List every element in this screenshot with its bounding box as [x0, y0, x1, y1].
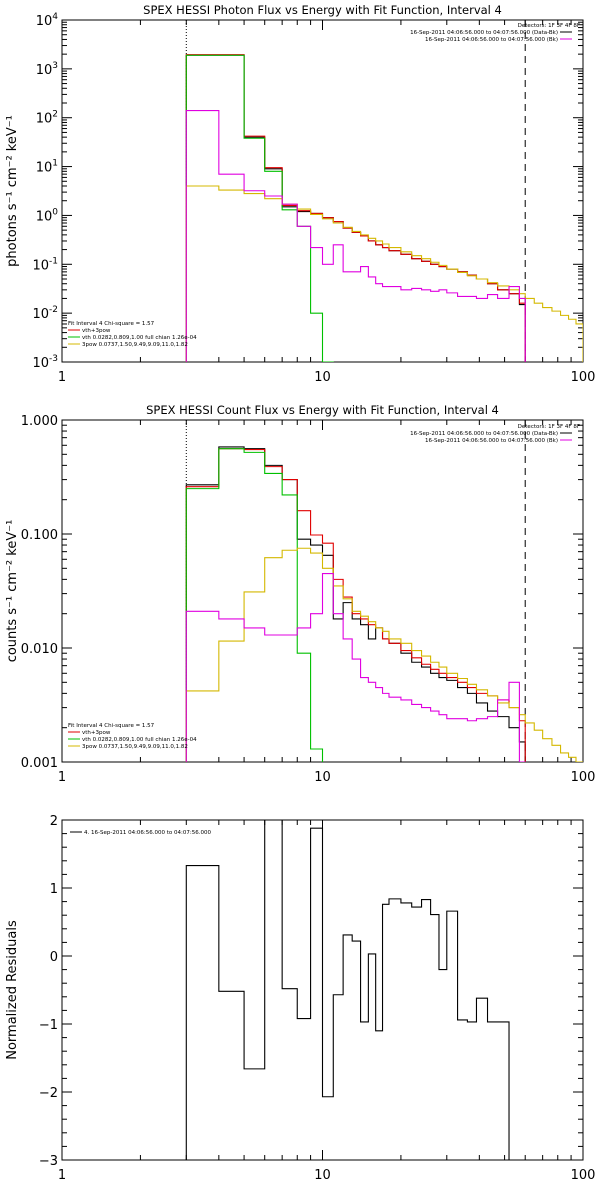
legend-entry-label: 3pow 0.0737,1.50,9.49,9.09,11.0,1.82	[82, 744, 188, 750]
series-line-3	[185, 547, 583, 762]
y-tick-label: 1	[50, 882, 58, 897]
panel-photon-flux: SPEX HESSI Photon Flux vs Energy with Fi…	[5, 3, 595, 385]
legend-entry-label: 16-Sep-2011 04:06:56.000 to 04:07:56.000…	[425, 438, 558, 444]
y-tick-label: 0	[50, 950, 58, 965]
series-line-4	[185, 110, 526, 362]
series-group	[185, 446, 583, 762]
x-tick-label: 1	[58, 1168, 66, 1183]
legend-header: Detectors: 1F 3F 4F 8F	[518, 424, 580, 430]
series-group	[185, 820, 510, 1160]
x-tick-label: 100	[571, 770, 596, 785]
y-tick-label: −1	[39, 1018, 58, 1033]
y-tick-label: 0.100	[21, 528, 58, 543]
y-tick-label: 103	[36, 61, 58, 78]
legend-entry-label: vth+3pow	[82, 730, 111, 736]
legend-header: Fit Interval 4 Chi-square = 1.57	[68, 723, 155, 729]
panel-count-flux: SPEX HESSI Count Flux vs Energy with Fit…	[5, 403, 595, 785]
legend-header: Fit Interval 4 Chi-square = 1.57	[68, 321, 155, 327]
x-tick-label: 10	[314, 370, 331, 385]
y-tick-label: 2	[50, 814, 58, 829]
series-line-2	[185, 54, 334, 362]
y-axis-label: counts s⁻¹ cm⁻² keV⁻¹	[5, 520, 20, 663]
series-line-0	[185, 820, 510, 1160]
legend-top-left: 4. 16-Sep-2011 04:06:56.000 to 04:07:56.…	[70, 830, 211, 836]
legend-entry-label: 4. 16-Sep-2011 04:06:56.000 to 04:07:56.…	[84, 830, 211, 836]
legend-entry-label: 16-Sep-2011 04:06:56.000 to 04:07:56.000…	[410, 30, 558, 36]
y-tick-label: 104	[36, 12, 59, 29]
x-tick-label: 100	[571, 1168, 596, 1183]
y-tick-label: 101	[36, 159, 58, 176]
x-tick-label: 10	[314, 770, 331, 785]
legend-header: Detectors: 1F 3F 4F 8F	[518, 23, 580, 29]
series-line-4	[185, 572, 526, 762]
series-line-0	[185, 446, 526, 762]
y-tick-label: 1.000	[21, 414, 58, 429]
x-tick-label: 100	[571, 370, 596, 385]
series-line-2	[185, 448, 324, 762]
chart-title: SPEX HESSI Photon Flux vs Energy with Fi…	[143, 3, 502, 17]
y-tick-label: 0.001	[21, 756, 58, 771]
series-line-0	[185, 54, 526, 362]
legend-entry-label: vth 0.0282,0.809,1.00 full chian 1.26e-0…	[82, 335, 197, 341]
legend-entry-label: vth 0.0282,0.809,1.00 full chian 1.26e-0…	[82, 737, 197, 743]
series-group	[185, 54, 583, 362]
series-line-3	[185, 185, 583, 362]
y-tick-label: 102	[36, 110, 58, 127]
x-tick-label: 1	[58, 770, 66, 785]
y-axis-label: Normalized Residuals	[5, 920, 20, 1060]
series-line-1	[185, 448, 526, 762]
legend-entry-label: vth+3pow	[82, 328, 111, 334]
legend-bottom-left: Fit Interval 4 Chi-square = 1.57vth+3pow…	[68, 321, 197, 348]
x-tick-label: 1	[58, 370, 66, 385]
plot-frame	[61, 19, 584, 363]
y-tick-label: 10-3	[32, 354, 58, 371]
legend-entry-label: 16-Sep-2011 04:06:56.000 to 04:07:56.000…	[410, 431, 558, 437]
y-axis-label: photons s⁻¹ cm⁻² keV⁻¹	[5, 115, 20, 267]
y-tick-label: 0.010	[21, 642, 58, 657]
y-tick-label: −2	[39, 1086, 58, 1101]
legend-entry-label: 16-Sep-2011 04:06:56.000 to 04:07:56.000…	[425, 37, 558, 43]
legend-bottom-left: Fit Interval 4 Chi-square = 1.57vth+3pow…	[68, 723, 197, 750]
y-tick-label: 10-2	[32, 305, 58, 322]
legend-entry-label: 3pow 0.0737,1.50,9.49,9.09,11.0,1.82	[82, 342, 188, 348]
series-line-1	[185, 54, 526, 362]
chart-title: SPEX HESSI Count Flux vs Energy with Fit…	[146, 403, 499, 417]
y-tick-label: 100	[36, 207, 59, 224]
y-tick-label: 10-1	[32, 256, 58, 273]
y-tick-label: −3	[39, 1154, 58, 1169]
x-tick-label: 10	[314, 1168, 331, 1183]
